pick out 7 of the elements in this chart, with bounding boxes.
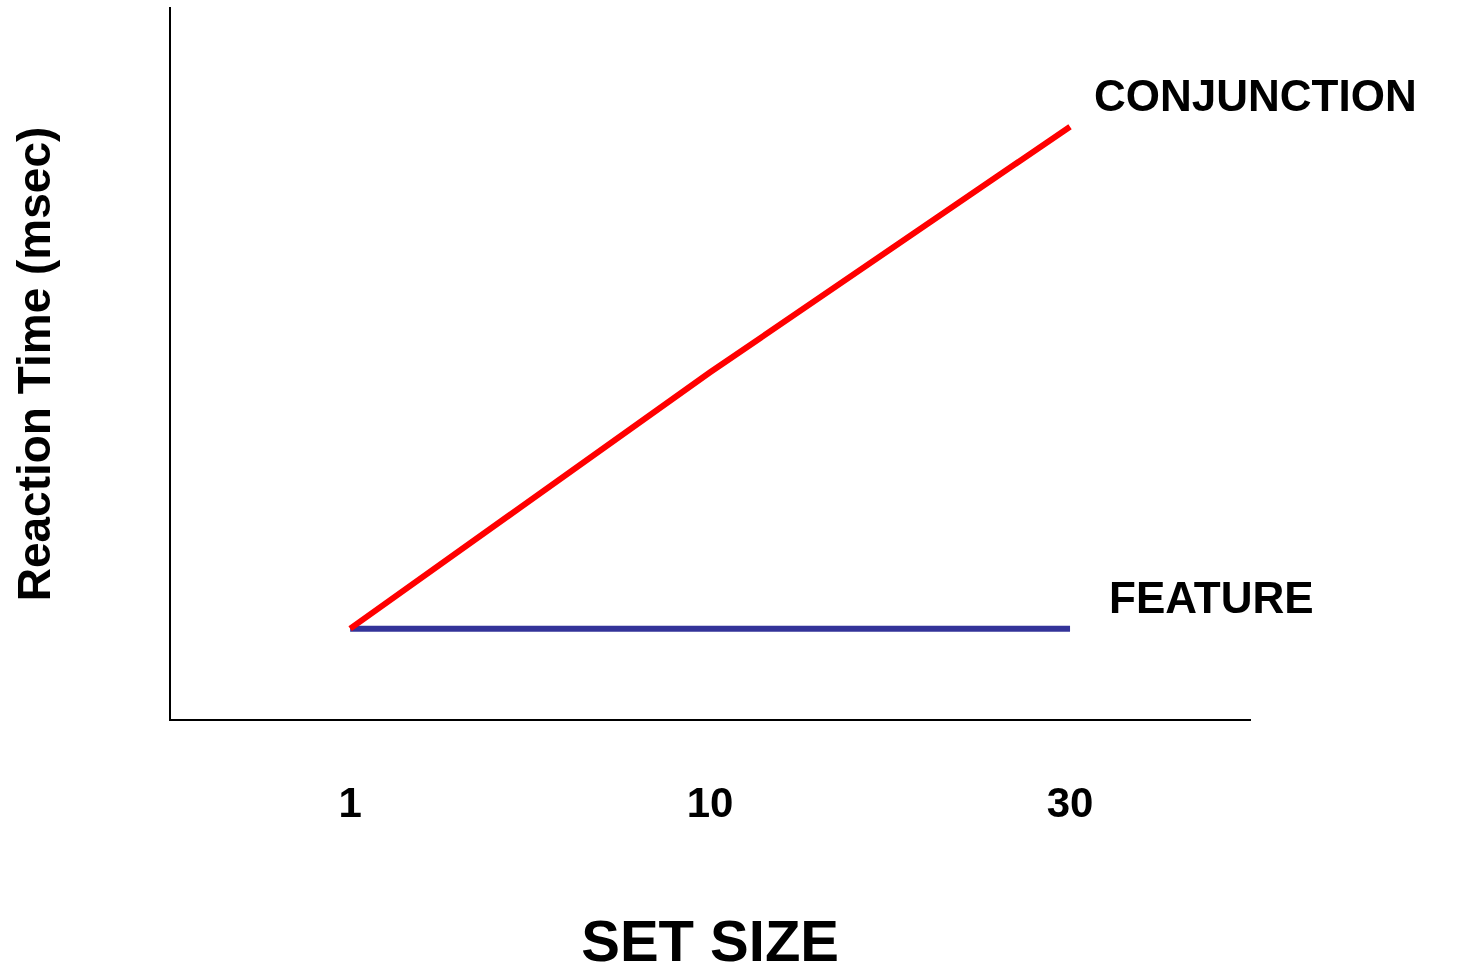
x-tick-label: 1 [338, 778, 362, 826]
series-label: FEATURE [1109, 572, 1314, 622]
x-tick-label: 30 [1046, 778, 1094, 826]
x-axis-title: SET SIZE [581, 908, 840, 974]
series-label: CONJUNCTION [1094, 70, 1417, 120]
y-axis-title: Reaction Time (msec) [8, 126, 61, 602]
x-tick-label: 10 [686, 778, 734, 826]
